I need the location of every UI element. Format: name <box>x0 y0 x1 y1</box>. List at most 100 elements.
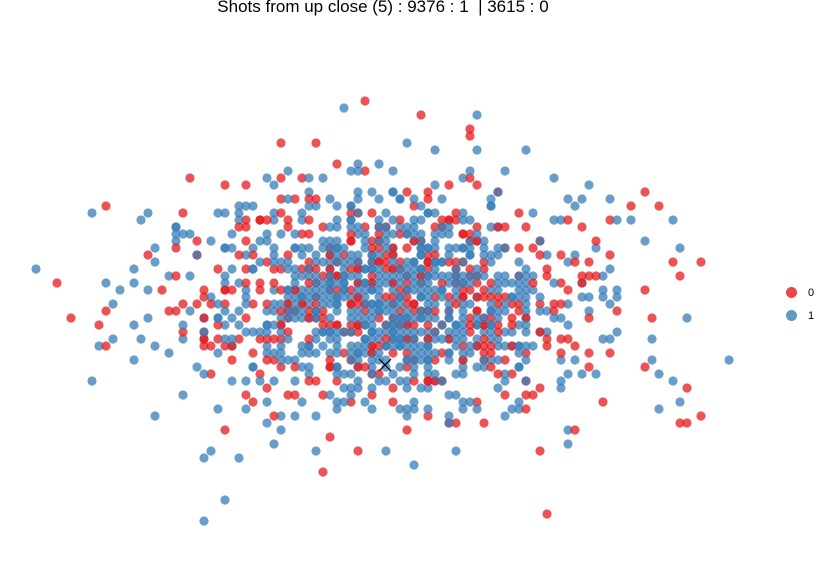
data-point <box>402 425 412 435</box>
data-point <box>269 355 279 365</box>
data-point <box>458 278 468 288</box>
data-point <box>311 313 321 323</box>
data-point <box>514 243 524 253</box>
data-point <box>451 418 461 428</box>
data-point <box>430 376 440 386</box>
data-point <box>241 390 251 400</box>
data-point <box>318 236 328 246</box>
data-point <box>339 271 349 281</box>
data-point <box>388 292 398 302</box>
data-point <box>458 327 468 337</box>
data-point <box>381 264 391 274</box>
data-point <box>374 194 384 204</box>
data-point <box>472 229 482 239</box>
data-point <box>283 222 293 232</box>
data-point <box>521 348 531 358</box>
data-point <box>325 222 335 232</box>
data-point <box>129 278 139 288</box>
data-point <box>409 376 419 386</box>
data-point <box>500 166 510 176</box>
data-point <box>395 285 405 295</box>
data-point <box>542 306 552 316</box>
data-point <box>283 292 293 302</box>
data-point <box>374 250 384 260</box>
data-point <box>206 292 216 302</box>
data-point <box>234 306 244 316</box>
data-point <box>402 299 412 309</box>
data-point <box>556 376 566 386</box>
data-point <box>402 222 412 232</box>
data-point <box>304 334 314 344</box>
data-point <box>332 159 342 169</box>
data-point <box>521 292 531 302</box>
data-point <box>311 292 321 302</box>
data-point <box>332 320 342 330</box>
data-point <box>192 362 202 372</box>
data-point <box>276 348 286 358</box>
data-point <box>318 327 328 337</box>
data-point <box>486 257 496 267</box>
data-point <box>437 320 447 330</box>
data-point <box>143 208 153 218</box>
data-point <box>171 271 181 281</box>
data-point <box>556 348 566 358</box>
data-point <box>423 194 433 204</box>
data-point <box>339 327 349 337</box>
data-point <box>304 376 314 386</box>
data-point <box>108 299 118 309</box>
data-point <box>444 348 454 358</box>
data-point <box>360 299 370 309</box>
data-point <box>234 334 244 344</box>
data-point <box>388 369 398 379</box>
data-point <box>325 313 335 323</box>
data-point <box>206 299 216 309</box>
data-point <box>465 313 475 323</box>
data-point <box>381 334 391 344</box>
data-point <box>241 201 251 211</box>
data-point <box>353 257 363 267</box>
data-point <box>521 327 531 337</box>
data-point <box>584 348 594 358</box>
data-point <box>416 215 426 225</box>
data-point <box>465 278 475 288</box>
data-point <box>262 397 272 407</box>
data-point <box>367 341 377 351</box>
data-point <box>269 180 279 190</box>
data-point <box>486 222 496 232</box>
data-point <box>444 313 454 323</box>
data-point <box>514 397 524 407</box>
data-point <box>269 334 279 344</box>
data-point <box>199 516 209 526</box>
data-point <box>654 201 664 211</box>
data-point <box>367 264 377 274</box>
data-point <box>283 285 293 295</box>
data-point <box>395 257 405 267</box>
data-point <box>612 306 622 316</box>
data-point <box>451 285 461 295</box>
data-point <box>227 285 237 295</box>
data-point <box>311 334 321 344</box>
data-point <box>493 292 503 302</box>
data-point <box>458 348 468 358</box>
data-point <box>437 348 447 358</box>
data-point <box>283 306 293 316</box>
data-point <box>353 327 363 337</box>
data-point <box>486 299 496 309</box>
data-point <box>276 264 286 274</box>
data-point <box>402 376 412 386</box>
data-point <box>241 222 251 232</box>
data-point <box>290 271 300 281</box>
data-point <box>339 369 349 379</box>
data-point <box>402 306 412 316</box>
data-point <box>472 341 482 351</box>
data-point <box>577 278 587 288</box>
data-point <box>402 285 412 295</box>
data-point <box>465 348 475 358</box>
data-point <box>465 264 475 274</box>
data-point <box>549 306 559 316</box>
data-point <box>220 271 230 281</box>
data-point <box>675 418 685 428</box>
data-point <box>591 236 601 246</box>
data-point <box>430 243 440 253</box>
data-point <box>472 404 482 414</box>
